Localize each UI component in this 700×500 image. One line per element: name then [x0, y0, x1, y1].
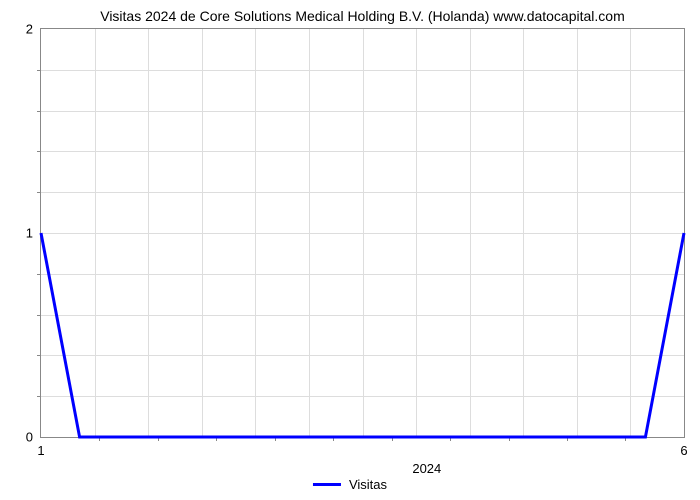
legend-swatch: [313, 483, 341, 486]
chart-container: Visitas 2024 de Core Solutions Medical H…: [40, 8, 685, 440]
x-tick-1: 1: [37, 443, 44, 458]
y-tick-1: 1: [26, 226, 33, 241]
chart-title: Visitas 2024 de Core Solutions Medical H…: [40, 8, 685, 24]
x-tick-6: 6: [680, 443, 687, 458]
x-axis-label: 2024: [412, 461, 441, 476]
legend: Visitas: [313, 477, 387, 492]
y-tick-2: 2: [26, 22, 33, 37]
legend-label: Visitas: [349, 477, 387, 492]
plot-area: 0 1 2 1 6 2024: [40, 28, 685, 438]
series-visitas: [41, 29, 684, 437]
y-tick-0: 0: [26, 430, 33, 445]
